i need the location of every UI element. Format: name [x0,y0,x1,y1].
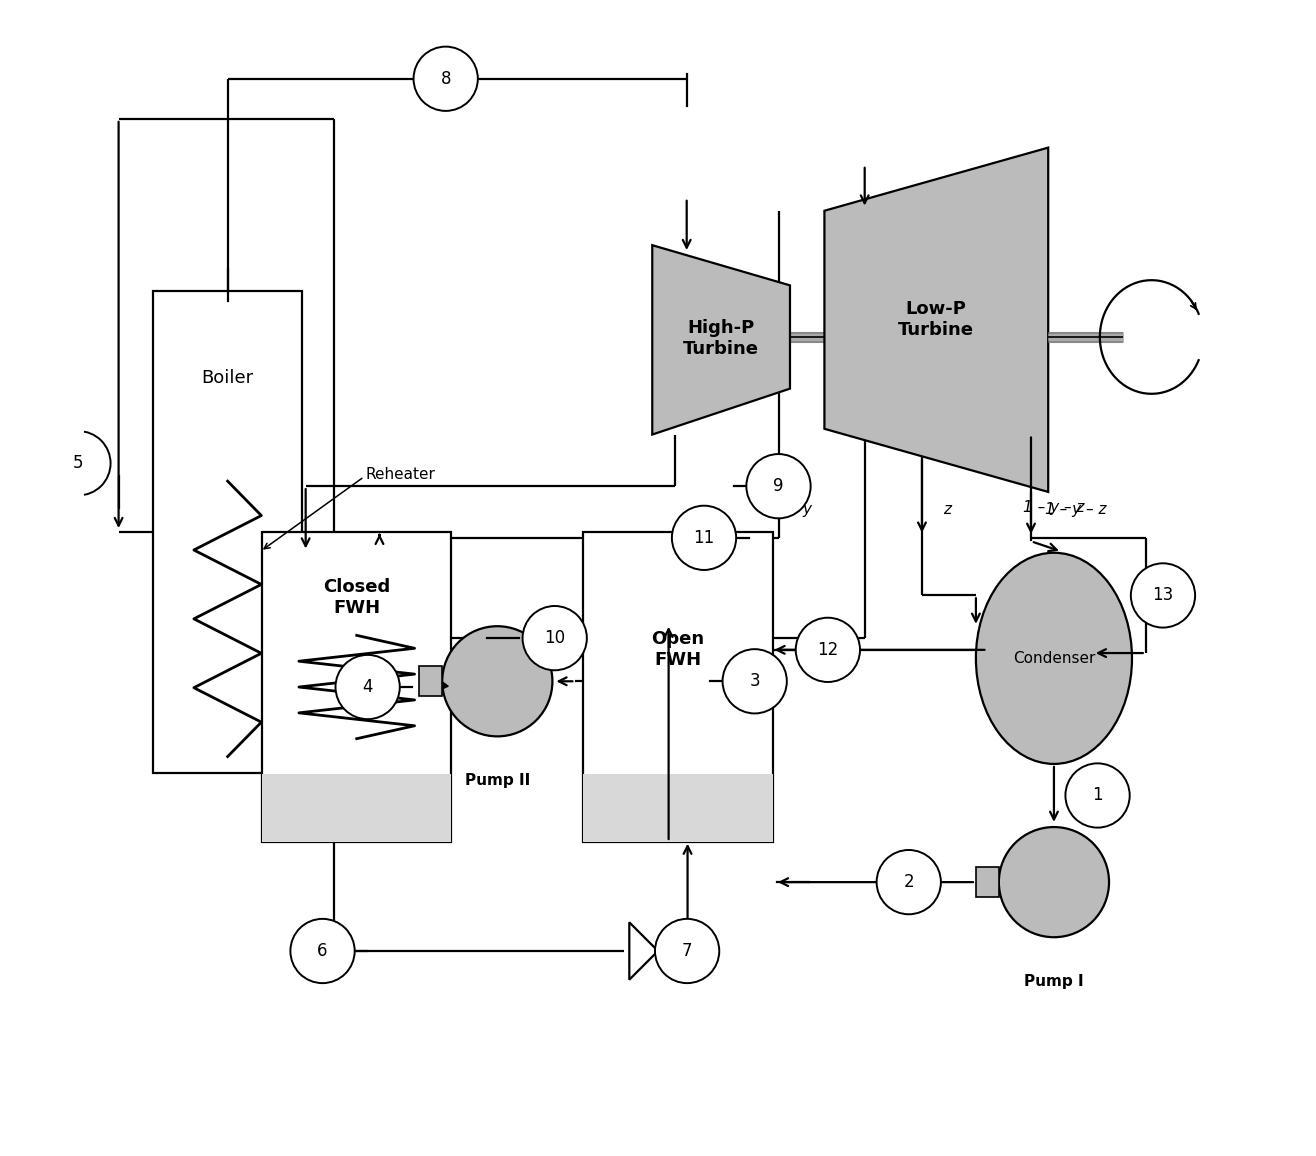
Text: Condenser: Condenser [1013,651,1095,666]
FancyBboxPatch shape [583,773,772,842]
Text: 1 – y – z: 1 – y – z [1024,499,1084,514]
Circle shape [999,827,1109,938]
Text: 4: 4 [362,679,372,696]
Polygon shape [824,148,1049,492]
Text: y: y [803,502,812,517]
Text: 7: 7 [682,942,692,959]
FancyBboxPatch shape [420,666,442,696]
Text: 6: 6 [317,942,328,959]
Text: 11: 11 [694,528,715,547]
Circle shape [291,919,355,983]
Circle shape [1130,563,1195,628]
FancyBboxPatch shape [262,773,451,842]
Text: Open
FWH: Open FWH [651,630,704,669]
Text: 2: 2 [904,873,915,891]
FancyBboxPatch shape [153,291,303,773]
Text: Pump II: Pump II [465,773,530,788]
Text: Boiler: Boiler [201,369,254,387]
FancyBboxPatch shape [583,532,772,842]
Text: High-P
Turbine: High-P Turbine [683,319,759,358]
Text: z: z [942,502,950,517]
Text: 5: 5 [74,454,84,473]
FancyBboxPatch shape [976,867,999,897]
Polygon shape [653,245,790,435]
Circle shape [522,606,587,670]
Text: 8: 8 [441,69,451,88]
Circle shape [876,850,941,914]
Circle shape [1066,763,1129,828]
Polygon shape [629,922,687,979]
Circle shape [655,919,720,983]
Text: 13: 13 [1153,586,1174,605]
Circle shape [672,505,736,570]
Text: Reheater: Reheater [366,467,436,482]
Ellipse shape [976,553,1132,764]
FancyBboxPatch shape [262,532,451,842]
Text: 3: 3 [749,673,761,690]
Text: 10: 10 [544,629,566,647]
Circle shape [46,431,111,496]
Circle shape [722,650,787,713]
Text: 12: 12 [817,640,838,659]
Text: 1: 1 [1092,786,1103,805]
Text: Low-P
Turbine: Low-P Turbine [899,301,974,339]
Text: 1 – y – z: 1 – y – z [1045,502,1107,517]
Circle shape [796,617,859,682]
Circle shape [746,454,811,518]
Text: Pump I: Pump I [1024,975,1084,988]
Text: Closed
FWH: Closed FWH [324,578,391,616]
Circle shape [336,655,400,719]
Circle shape [442,627,553,736]
Circle shape [413,46,478,111]
Text: 9: 9 [774,477,784,495]
